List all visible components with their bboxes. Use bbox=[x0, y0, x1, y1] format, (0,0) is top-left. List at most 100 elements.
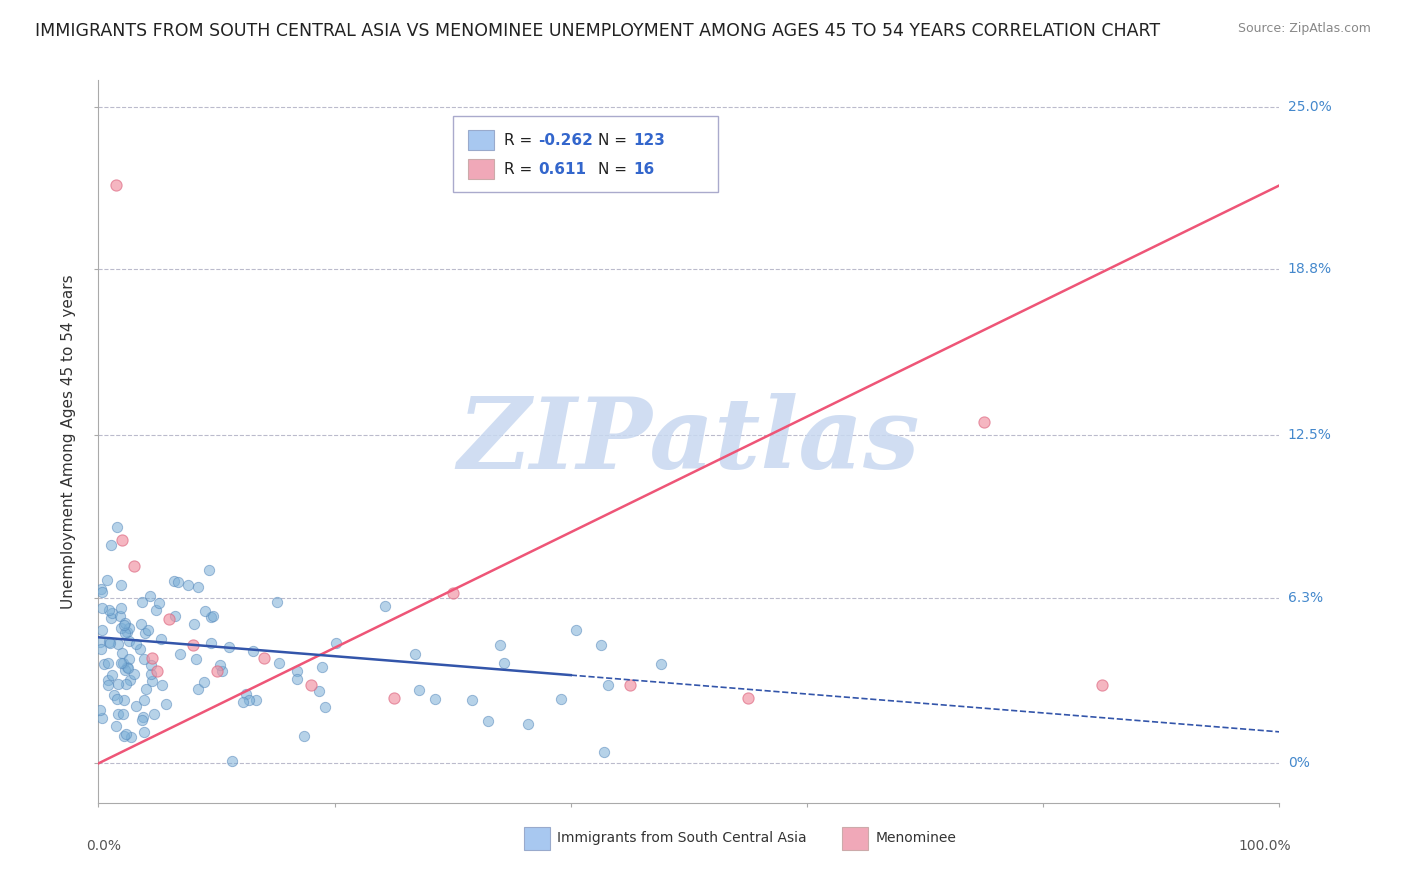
Point bbox=[105, 520, 128, 534]
Point bbox=[114, 625, 136, 640]
Point bbox=[308, 684, 330, 698]
Text: 100.0%: 100.0% bbox=[1239, 838, 1291, 853]
Point bbox=[90, 642, 112, 657]
Text: 12.5%: 12.5% bbox=[1288, 428, 1331, 442]
Point bbox=[110, 601, 132, 615]
Point bbox=[120, 673, 142, 688]
Point bbox=[200, 635, 222, 649]
Point bbox=[107, 637, 129, 651]
Point bbox=[115, 625, 138, 640]
Point bbox=[441, 585, 464, 599]
Point bbox=[134, 693, 156, 707]
Point bbox=[111, 533, 134, 547]
Point bbox=[110, 608, 132, 623]
Point bbox=[112, 730, 135, 744]
Point bbox=[167, 575, 190, 590]
Point bbox=[89, 703, 111, 717]
Point bbox=[117, 661, 139, 675]
Point bbox=[107, 692, 129, 706]
Point bbox=[100, 537, 122, 551]
Text: ZIPatlas: ZIPatlas bbox=[458, 393, 920, 490]
Point bbox=[134, 652, 156, 666]
Point bbox=[134, 626, 156, 640]
Point bbox=[311, 660, 333, 674]
Point bbox=[242, 643, 264, 657]
Point bbox=[125, 698, 148, 713]
Point bbox=[122, 559, 145, 574]
Point bbox=[155, 697, 177, 711]
Point bbox=[131, 713, 153, 727]
Point bbox=[285, 664, 308, 678]
Point bbox=[141, 674, 163, 689]
Point bbox=[177, 578, 200, 592]
Point bbox=[114, 663, 136, 677]
Point bbox=[100, 667, 122, 681]
Point bbox=[477, 714, 499, 729]
Point bbox=[183, 616, 205, 631]
Point bbox=[111, 646, 134, 660]
Point bbox=[238, 692, 260, 706]
Text: 0.611: 0.611 bbox=[537, 161, 586, 177]
Point bbox=[131, 595, 153, 609]
Point bbox=[90, 582, 112, 596]
Point bbox=[91, 585, 114, 599]
Point bbox=[105, 719, 128, 733]
Point bbox=[125, 637, 148, 651]
Text: 25.0%: 25.0% bbox=[1288, 100, 1331, 113]
Point bbox=[101, 606, 124, 620]
Point bbox=[132, 724, 155, 739]
Text: IMMIGRANTS FROM SOUTH CENTRAL ASIA VS MENOMINEE UNEMPLOYMENT AMONG AGES 45 TO 54: IMMIGRANTS FROM SOUTH CENTRAL ASIA VS ME… bbox=[35, 22, 1160, 40]
Point bbox=[107, 706, 129, 721]
Point bbox=[105, 178, 128, 193]
Text: Immigrants from South Central Asia: Immigrants from South Central Asia bbox=[557, 831, 806, 846]
Point bbox=[148, 597, 170, 611]
Point bbox=[565, 624, 588, 638]
Point bbox=[157, 612, 180, 626]
Y-axis label: Unemployment Among Ages 45 to 54 years: Unemployment Among Ages 45 to 54 years bbox=[60, 274, 76, 609]
Point bbox=[200, 609, 222, 624]
Point bbox=[169, 647, 191, 661]
Point bbox=[96, 574, 118, 588]
Point bbox=[285, 672, 308, 686]
Point bbox=[107, 677, 129, 691]
Point bbox=[115, 677, 138, 691]
Point bbox=[194, 603, 217, 617]
Point bbox=[461, 693, 484, 707]
Point bbox=[492, 657, 515, 671]
Point bbox=[650, 657, 672, 672]
Point bbox=[218, 640, 240, 654]
Point bbox=[201, 608, 224, 623]
Text: Menominee: Menominee bbox=[876, 831, 956, 846]
Point bbox=[198, 563, 221, 577]
Point bbox=[382, 690, 405, 705]
Point bbox=[408, 682, 430, 697]
Point bbox=[114, 615, 136, 630]
FancyBboxPatch shape bbox=[523, 827, 550, 850]
Point bbox=[118, 634, 141, 648]
Point bbox=[98, 603, 121, 617]
Point bbox=[292, 729, 315, 743]
Point bbox=[90, 624, 112, 638]
Point bbox=[115, 660, 138, 674]
Point bbox=[139, 667, 162, 681]
Text: N =: N = bbox=[598, 133, 631, 148]
Point bbox=[193, 675, 215, 690]
Text: R =: R = bbox=[503, 161, 537, 177]
Point bbox=[112, 707, 135, 722]
Point bbox=[146, 665, 169, 679]
Point bbox=[404, 648, 426, 662]
Point bbox=[118, 652, 141, 666]
FancyBboxPatch shape bbox=[468, 159, 494, 179]
Point bbox=[299, 677, 322, 691]
Text: 6.3%: 6.3% bbox=[1288, 591, 1323, 605]
Point bbox=[593, 745, 616, 759]
Point bbox=[141, 651, 163, 665]
Point bbox=[619, 677, 641, 691]
Point bbox=[110, 621, 132, 635]
Text: -0.262: -0.262 bbox=[537, 133, 593, 148]
Point bbox=[150, 632, 173, 647]
Point bbox=[98, 636, 121, 650]
Point bbox=[235, 688, 257, 702]
Point bbox=[136, 623, 159, 637]
Point bbox=[110, 656, 132, 670]
